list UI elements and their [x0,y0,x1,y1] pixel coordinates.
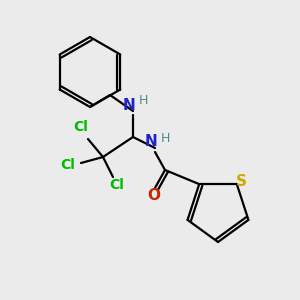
Text: S: S [236,174,247,189]
Text: O: O [148,188,160,203]
Text: H: H [138,94,148,107]
Text: Cl: Cl [74,120,88,134]
Text: N: N [145,134,158,149]
Text: Cl: Cl [110,178,124,192]
Text: Cl: Cl [61,158,75,172]
Text: H: H [160,131,170,145]
Text: N: N [123,98,135,112]
